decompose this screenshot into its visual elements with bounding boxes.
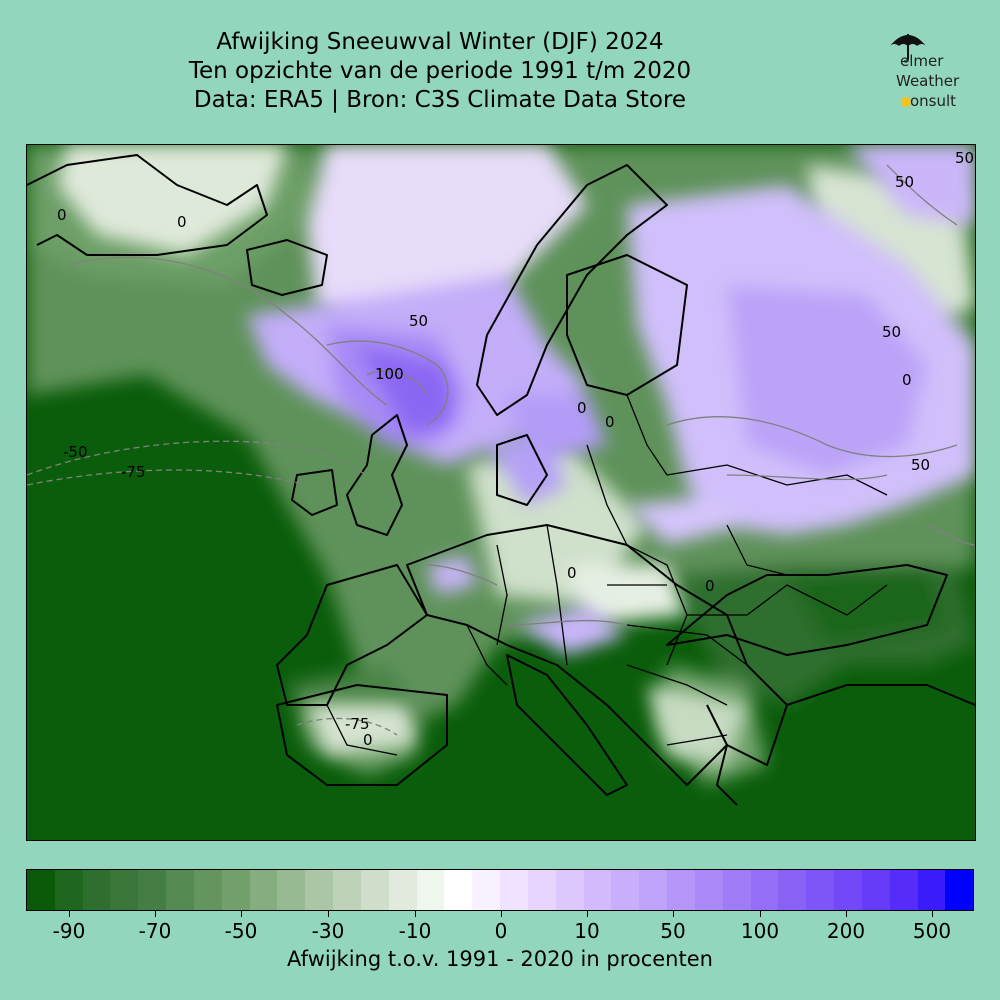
colorbar-segment [750, 870, 779, 910]
colorbar [26, 869, 974, 911]
colorbar-tick [673, 911, 674, 917]
title-line-1: Afwijking Sneeuwval Winter (DJF) 2024 [216, 29, 664, 55]
contour-label: 0 [577, 399, 587, 417]
colorbar-segment [166, 870, 194, 910]
colorbar-tick-label: -50 [224, 919, 258, 943]
colorbar-tick [587, 911, 588, 917]
colorbar-segment [193, 870, 222, 910]
colorbar-segment [722, 870, 751, 910]
colorbar-tick [932, 911, 933, 917]
colorbar-segment [138, 870, 167, 910]
contour-label: 0 [363, 731, 373, 749]
colorbar-segment [27, 870, 55, 910]
contour-label: 0 [902, 371, 912, 389]
contour-label: 50 [895, 173, 914, 191]
contour-label: -75 [345, 715, 370, 733]
contour-label: 0 [605, 413, 615, 431]
contour-label: 0 [705, 577, 715, 595]
snowfall-anomaly-map: 0 0 0 0 0 0 0 0 50 50 50 50 50 100 -50 -… [26, 144, 976, 841]
colorbar-tick [69, 911, 70, 917]
colorbar-segment [917, 870, 946, 910]
logo-line-2: Weather [896, 72, 960, 90]
colorbar-segment [388, 870, 417, 910]
colorbar-segment [500, 870, 528, 910]
contour-label: 50 [882, 323, 901, 341]
colorbar-segment [583, 870, 612, 910]
colorbar-segment [277, 870, 306, 910]
title-line-2: Ten opzichte van de periode 1991 t/m 202… [188, 58, 692, 84]
colorbar-segment [472, 870, 501, 910]
contour-label: 0 [567, 564, 577, 582]
colorbar-tick [760, 911, 761, 917]
colorbar-segment [639, 870, 668, 910]
colorbar-segment [778, 870, 807, 910]
umbrella-icon [890, 34, 926, 63]
colorbar-segment [82, 870, 111, 910]
colorbar-segment [110, 870, 139, 910]
contour-label: 0 [57, 206, 67, 224]
colorbar-segment [54, 870, 83, 910]
colorbar-tick-label: 0 [494, 919, 508, 943]
colorbar-label: Afwijking t.o.v. 1991 - 2020 in procente… [287, 947, 713, 971]
colorbar-tick-label: -10 [398, 919, 432, 943]
colorbar-segment [527, 870, 556, 910]
colorbar-tick [241, 911, 242, 917]
contour-label: 100 [375, 365, 404, 383]
title-line-3: Data: ERA5 | Bron: C3S Climate Data Stor… [193, 87, 687, 113]
contour-label: 50 [911, 456, 930, 474]
surplus-zones [247, 145, 975, 655]
colorbar-segment [249, 870, 278, 910]
chart-title: Afwijking Sneeuwval Winter (DJF) 2024 Te… [90, 28, 790, 115]
colorbar-tick [415, 911, 416, 917]
colorbar-segment [416, 870, 445, 910]
colorbar-tick-label: 200 [826, 919, 866, 943]
colorbar-segment [333, 870, 361, 910]
country-borders [326, 394, 888, 756]
colorbar-segment [806, 870, 835, 910]
contour-label: 0 [177, 213, 187, 231]
colorbar-tick-label: -30 [311, 919, 345, 943]
colorbar-tick-label: 10 [574, 919, 600, 943]
colorbar-tick [846, 911, 847, 917]
colorbar-tick [328, 911, 329, 917]
colorbar-tick-label: -70 [138, 919, 172, 943]
colorbar-segment [611, 870, 640, 910]
contour-lines [27, 164, 975, 736]
coastlines [27, 154, 975, 806]
colorbar-segment [834, 870, 862, 910]
colorbar-tick-label: 100 [740, 919, 780, 943]
colorbar-ticks: -90 -70 -50 -30 -10 0 10 50 100 200 500 [26, 911, 974, 943]
colorbar-segment [555, 870, 584, 910]
colorbar-segment [444, 870, 473, 910]
colorbar-segment [221, 870, 250, 910]
colorbar-tick [155, 911, 156, 917]
colorbar-segment [305, 870, 334, 910]
contour-label: -50 [63, 443, 88, 461]
sun-icon [901, 97, 911, 107]
logo-line-1: elmer [900, 52, 944, 70]
colorbar-segment [945, 870, 974, 910]
colorbar-tick [501, 911, 502, 917]
colorbar-tick-label: -90 [52, 919, 86, 943]
contour-label: 50 [955, 149, 974, 167]
contour-label: 50 [409, 312, 428, 330]
colorbar-segment [360, 870, 389, 910]
colorbar-segment [694, 870, 723, 910]
contour-label-group: 0 0 0 0 0 0 0 0 50 50 50 50 50 100 -50 -… [57, 149, 974, 749]
logo-line-3: onsult [910, 92, 957, 110]
colorbar-segment [667, 870, 695, 910]
colorbar-segment [889, 870, 918, 910]
logo: elmer Weather onsult [884, 30, 974, 114]
colorbar-segment [861, 870, 890, 910]
colorbar-tick-label: 500 [912, 919, 952, 943]
contour-label: -75 [121, 463, 146, 481]
colorbar-tick-label: 50 [660, 919, 686, 943]
